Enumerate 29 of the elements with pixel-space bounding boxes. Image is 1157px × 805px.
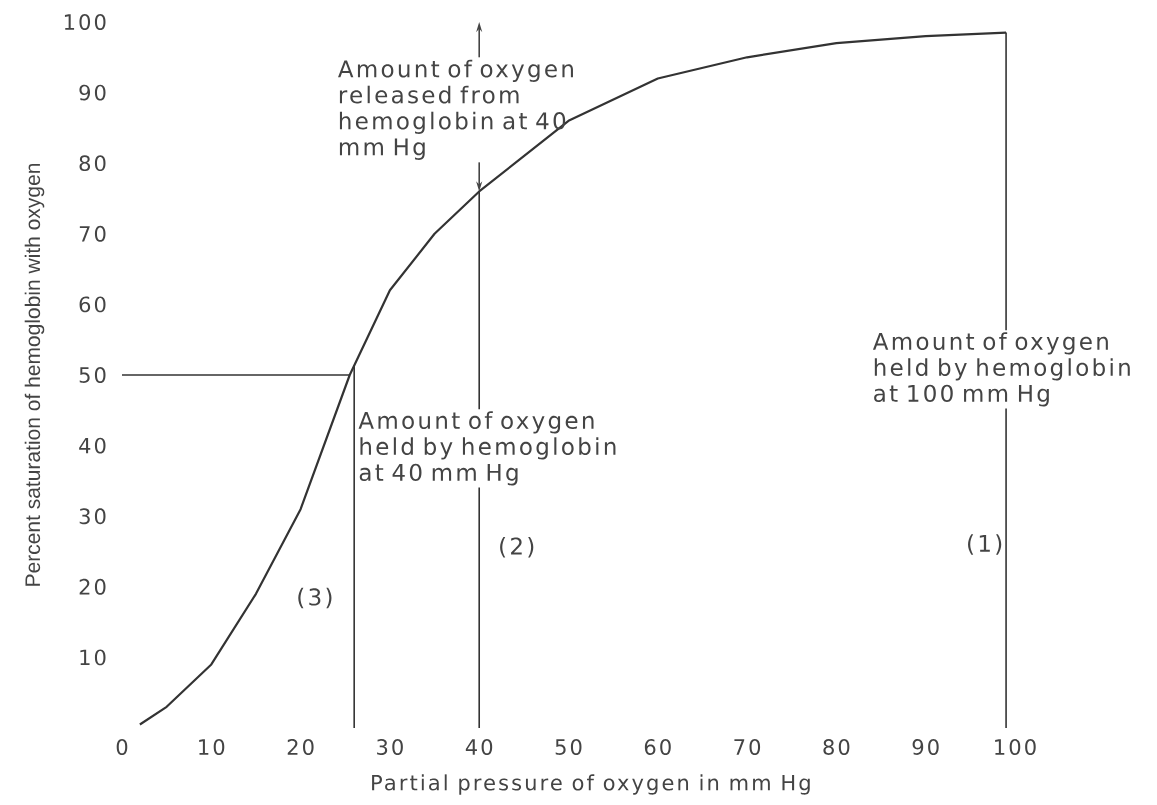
x-axis-title: Partial pressure of oxygen in mm Hg [372, 774, 810, 795]
y-tick-label: 50 [79, 367, 106, 383]
annotation: Amount of oxygen held by hemoglobin at 100 mm Hg [872, 332, 1130, 407]
y-tick-label: 20 [79, 578, 106, 595]
x-tick-label: 90 [912, 739, 939, 755]
x-tick-label: 40 [465, 739, 493, 755]
y-tick-label: 80 [79, 155, 106, 172]
y-tick-label: 30 [79, 508, 106, 525]
x-tick-label: 100 [995, 739, 1036, 755]
y-tick-label: 70 [79, 225, 106, 242]
y-tick-label: 40 [79, 437, 106, 454]
annotation: (2) [500, 537, 534, 558]
x-tick-label: 50 [555, 739, 582, 755]
y-tick-label: 60 [79, 296, 106, 313]
annotation: (3) [298, 587, 332, 609]
x-tick-label: 30 [377, 739, 403, 755]
x-tick-label: 60 [644, 739, 671, 755]
annotation: Amount of oxygen released from hemoglobin at 40 mm Hg [338, 59, 573, 160]
y-axis-title: Percent saturation of hemoglobin with oxygen [24, 163, 45, 586]
annotation: (1) [968, 534, 1002, 555]
y-tick-label: 10 [80, 649, 106, 666]
y-tick-label: 100 [64, 14, 106, 30]
annotation: Amount of oxygen held by hemoglobin at 40 mm Hg [358, 411, 616, 486]
y-tick-label: 90 [79, 84, 106, 101]
x-tick-label: 0 [116, 739, 128, 755]
x-tick-label: 10 [199, 739, 225, 755]
x-tick-label: 70 [734, 739, 761, 755]
x-tick-label: 80 [823, 739, 850, 755]
x-tick-label: 20 [287, 739, 314, 755]
